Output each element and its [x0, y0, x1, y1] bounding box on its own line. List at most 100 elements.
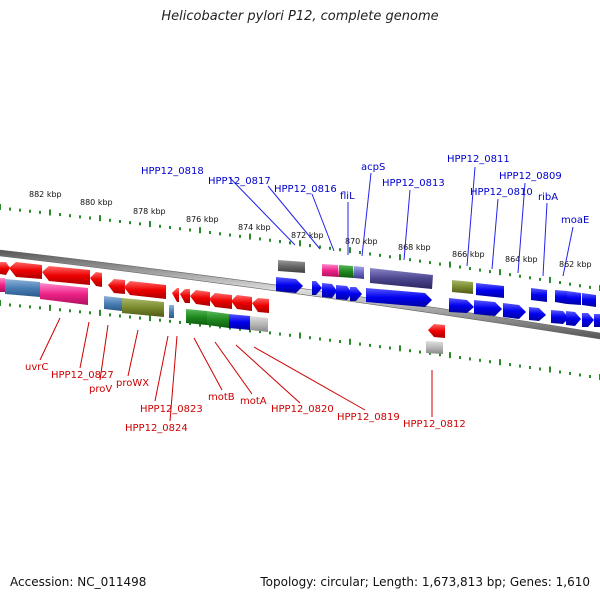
gene-feature[interactable] [190, 290, 210, 306]
scale-tick [109, 313, 111, 317]
gene-label: HPP12_0810 [470, 187, 533, 198]
gene-feature[interactable] [551, 310, 569, 324]
gene-feature[interactable] [252, 298, 269, 313]
gene-feature[interactable] [209, 293, 232, 309]
gene-feature[interactable] [278, 260, 305, 273]
gene-feature[interactable] [555, 290, 567, 304]
gene-feature[interactable] [370, 268, 433, 289]
scale-tick [119, 219, 121, 223]
gene-feature[interactable] [529, 307, 546, 321]
scale-tick [439, 353, 441, 357]
gene-feature[interactable] [108, 279, 125, 294]
gene-feature[interactable] [582, 293, 596, 307]
gene-label: HPP12_0816 [274, 184, 337, 195]
gene-label: HPP12_0820 [271, 404, 334, 415]
scale-tick [9, 207, 11, 211]
kbp-label: 862 kbp [559, 260, 592, 269]
gene-feature[interactable] [354, 266, 364, 279]
kbp-label: 874 kbp [238, 223, 271, 232]
scale-tick [269, 238, 271, 242]
gene-feature[interactable] [426, 341, 443, 354]
scale-tick [389, 255, 391, 259]
gene-label: uvrC [25, 362, 48, 373]
gene-feature[interactable] [566, 311, 581, 326]
scale-tick [9, 303, 11, 307]
gene-feature[interactable] [312, 281, 322, 295]
gene-feature[interactable] [42, 266, 90, 285]
scale-tick [329, 338, 331, 342]
gene-feature[interactable] [250, 316, 268, 332]
scale-tick [549, 276, 551, 283]
gene-label: HPP12_0824 [125, 423, 188, 434]
scale-tick [0, 300, 1, 306]
gene-feature[interactable] [90, 272, 102, 287]
scale-tick [449, 352, 451, 359]
gene-label: HPP12_0813 [382, 178, 445, 189]
gene-feature[interactable] [186, 309, 207, 325]
gene-feature[interactable] [231, 295, 252, 311]
scale-tick [189, 228, 191, 232]
scale-tick [589, 374, 591, 378]
gene-feature[interactable] [122, 298, 164, 317]
gene-feature[interactable] [503, 303, 526, 319]
gene-feature[interactable] [531, 288, 547, 302]
gene-feature[interactable] [452, 280, 473, 294]
gene-feature[interactable] [336, 285, 352, 300]
scale-tick [229, 233, 231, 237]
scale-tick [239, 327, 241, 331]
reverse-strand-features [0, 262, 445, 354]
gene-feature[interactable] [582, 313, 594, 327]
scale-tick [259, 330, 261, 334]
gene-feature[interactable] [322, 283, 337, 298]
scale-tick [169, 225, 171, 229]
scale-tick [299, 332, 301, 339]
scale-tick [359, 251, 361, 255]
kbp-label: 876 kbp [186, 215, 219, 224]
gene-feature[interactable] [104, 296, 122, 311]
scale-tick [499, 359, 501, 366]
kbp-label: 872 kbp [291, 231, 324, 240]
scale-tick [59, 308, 61, 312]
gene-feature[interactable] [172, 288, 179, 302]
gene-feature[interactable] [207, 311, 229, 328]
gene-feature[interactable] [476, 283, 504, 298]
gene-label: HPP12_0827 [51, 370, 114, 381]
scale-tick [189, 322, 191, 326]
gene-feature[interactable] [229, 314, 250, 330]
gene-feature[interactable] [322, 264, 339, 277]
gene-feature[interactable] [5, 279, 40, 297]
gene-feature[interactable] [169, 305, 174, 318]
reverse-gene-labels: uvrC HPP12_0827 proV proWX HPP12_0823 HP… [25, 362, 466, 434]
inner-tick-ring [0, 300, 600, 380]
scale-tick [249, 233, 251, 240]
scale-tick [69, 309, 71, 313]
scale-tick [499, 269, 501, 276]
scale-tick [349, 247, 351, 254]
gene-feature[interactable] [40, 283, 88, 305]
gene-feature[interactable] [276, 277, 303, 293]
gene-feature[interactable] [594, 314, 600, 327]
scale-tick [59, 213, 61, 217]
scale-tick [19, 208, 21, 212]
scale-tick [449, 261, 451, 268]
scale-tick [519, 364, 521, 368]
gene-feature[interactable] [124, 281, 166, 299]
gene-feature[interactable] [339, 265, 354, 278]
forward-strand-features [276, 260, 600, 327]
gene-feature[interactable] [0, 262, 10, 275]
gene-feature[interactable] [350, 287, 362, 301]
gene-feature[interactable] [180, 289, 190, 303]
scale-tick [329, 246, 331, 250]
gene-feature[interactable] [567, 291, 581, 305]
gene-feature[interactable] [428, 324, 445, 338]
gene-label: moaE [561, 215, 589, 226]
scale-tick [99, 309, 101, 316]
gene-feature[interactable] [366, 288, 432, 307]
gene-feature[interactable] [474, 300, 502, 316]
gene-feature[interactable] [9, 262, 42, 279]
scale-tick [299, 240, 301, 247]
gene-feature[interactable] [0, 278, 5, 292]
scale-tick [39, 306, 41, 310]
gene-feature[interactable] [449, 298, 474, 313]
scale-tick [309, 336, 311, 340]
